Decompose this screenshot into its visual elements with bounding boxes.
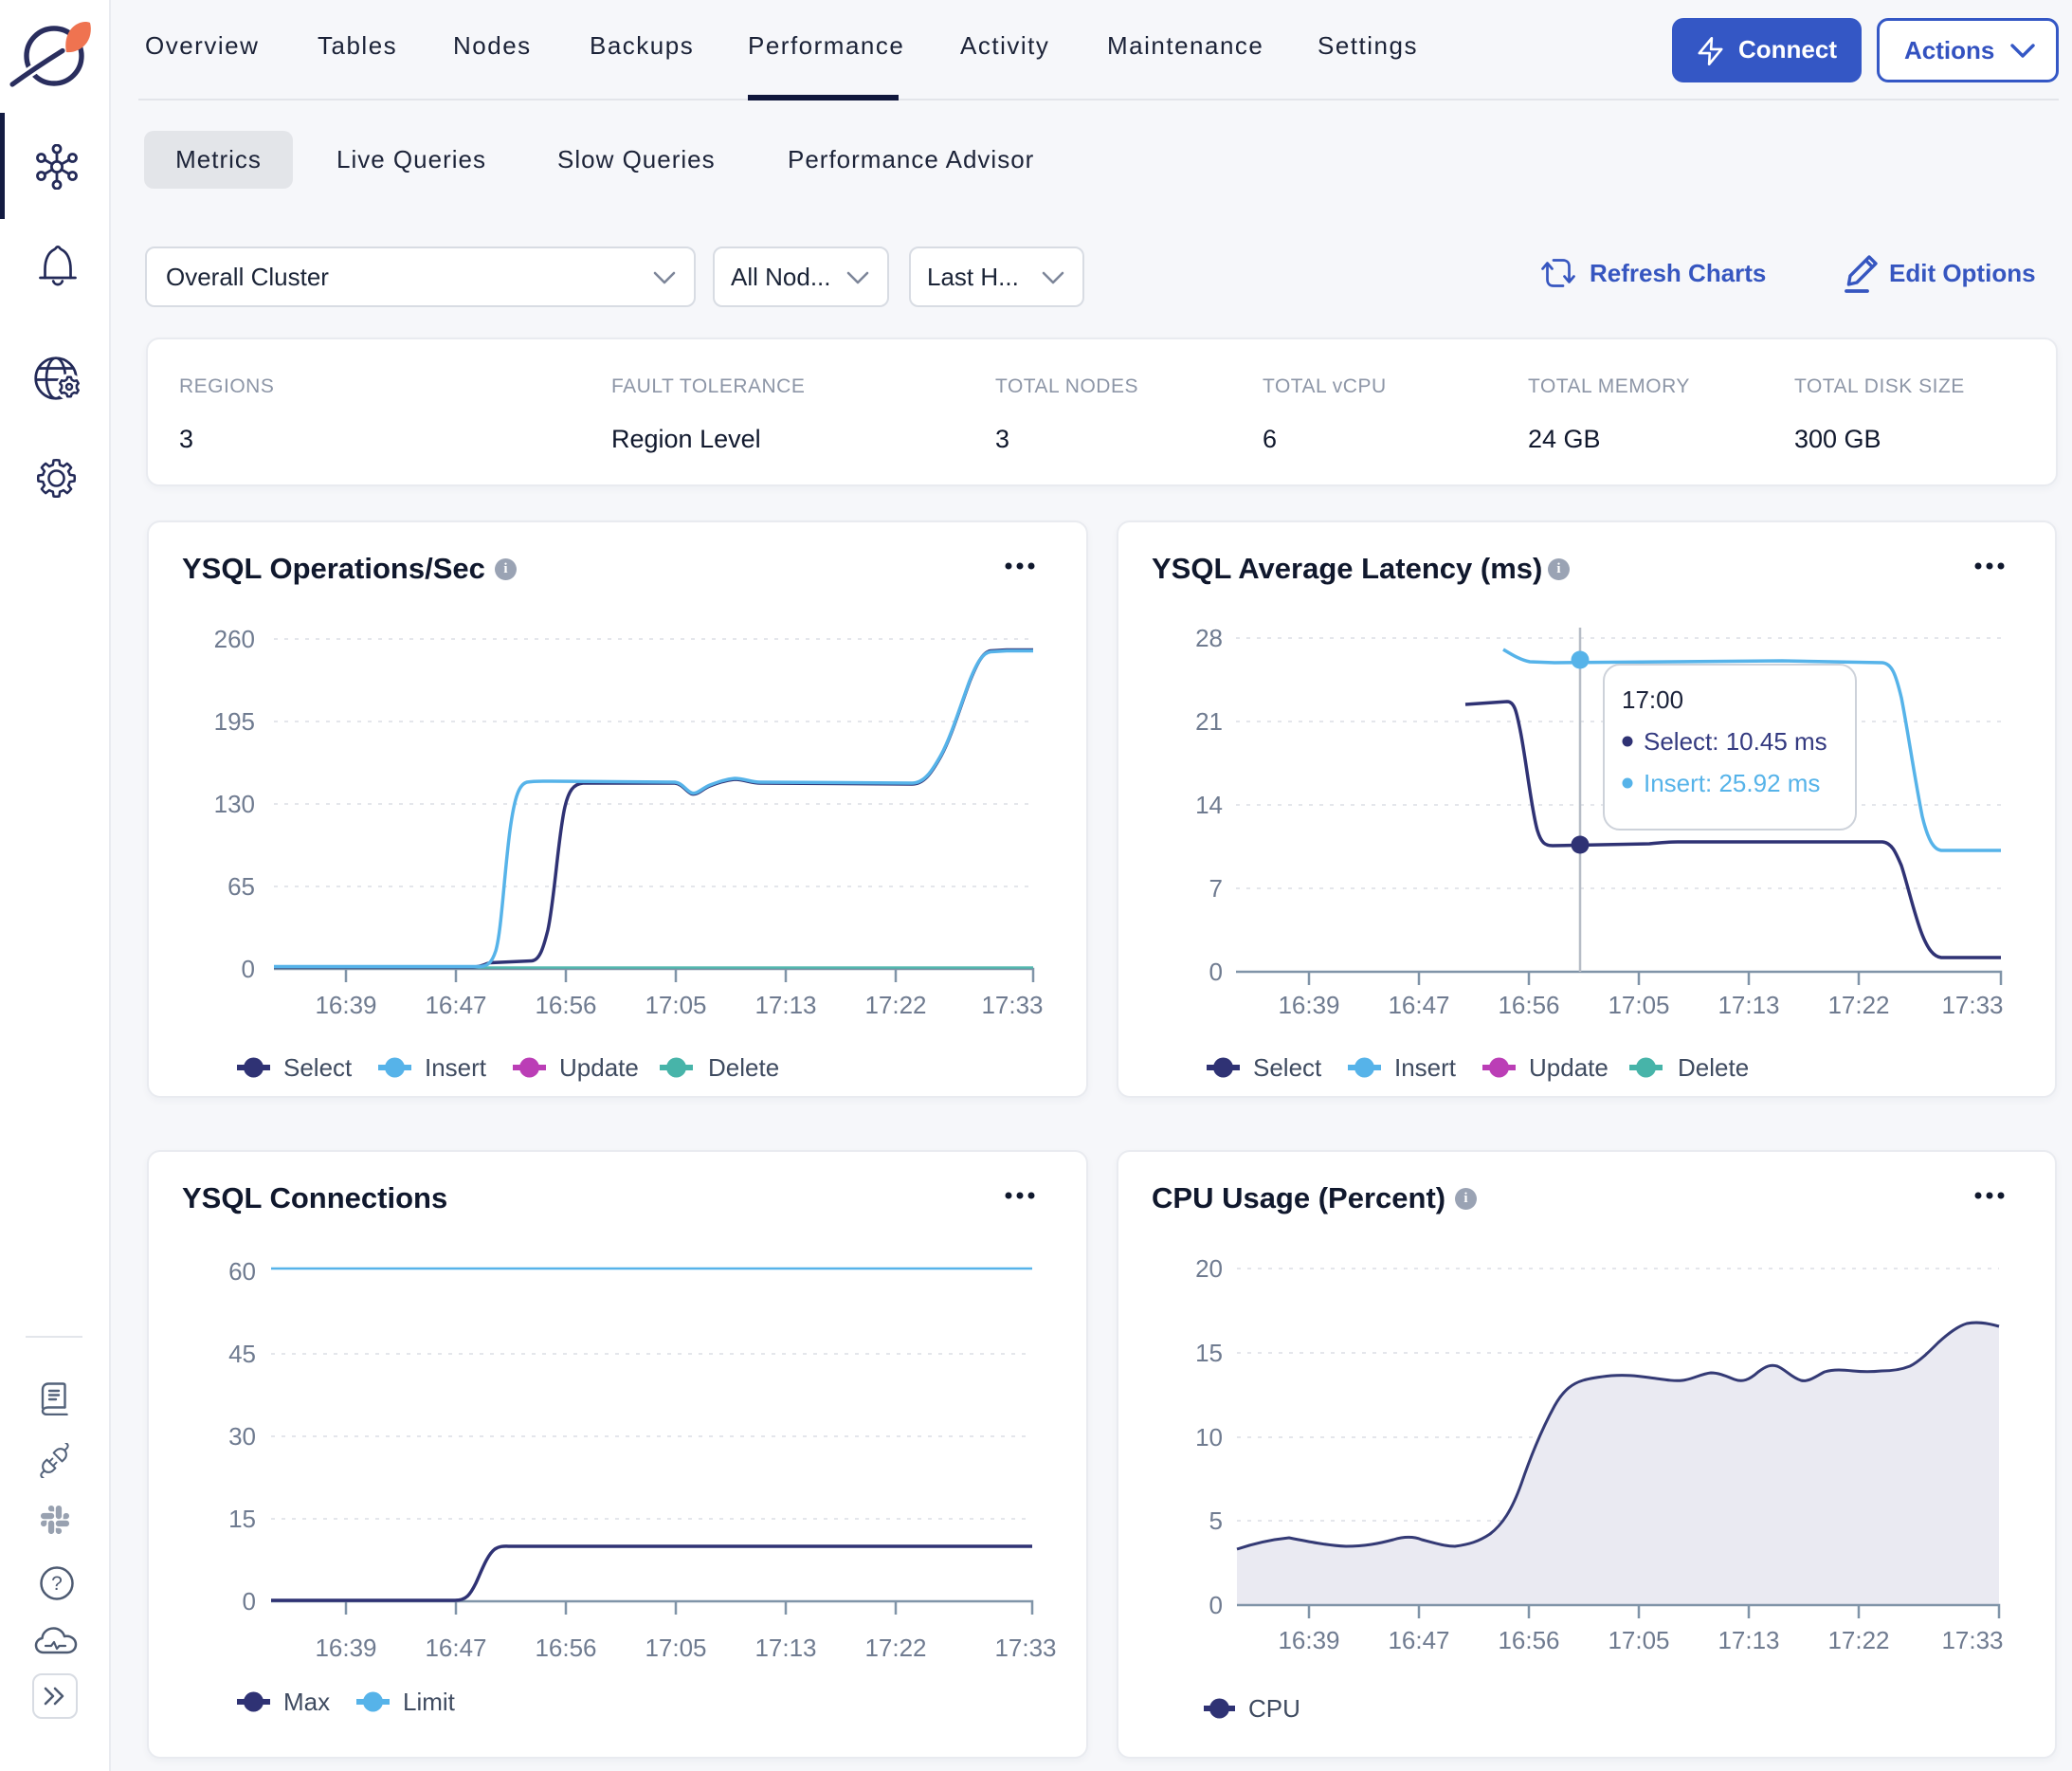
svg-text:Insert: 25.92 ms: Insert: 25.92 ms — [1644, 769, 1820, 797]
svg-text:16:39: 16:39 — [1278, 991, 1339, 1019]
svg-text:Update: Update — [1529, 1053, 1609, 1082]
svg-text:16:39: 16:39 — [315, 991, 376, 1019]
svg-text:16:56: 16:56 — [1498, 1626, 1559, 1654]
svg-text:Update: Update — [559, 1053, 639, 1082]
svg-text:16:47: 16:47 — [1388, 1626, 1449, 1654]
svg-text:17:22: 17:22 — [1827, 991, 1889, 1019]
svg-text:130: 130 — [214, 790, 255, 818]
svg-text:15: 15 — [228, 1505, 256, 1533]
svg-text:16:39: 16:39 — [1278, 1626, 1339, 1654]
svg-text:195: 195 — [214, 707, 255, 736]
svg-text:16:47: 16:47 — [425, 991, 486, 1019]
svg-text:0: 0 — [1209, 958, 1223, 986]
svg-text:14: 14 — [1195, 791, 1223, 819]
svg-text:0: 0 — [1209, 1591, 1223, 1619]
svg-text:17:22: 17:22 — [864, 991, 926, 1019]
svg-text:17:00: 17:00 — [1622, 685, 1683, 714]
svg-text:65: 65 — [227, 872, 255, 901]
svg-text:16:56: 16:56 — [535, 1634, 596, 1662]
svg-text:30: 30 — [228, 1422, 256, 1451]
svg-text:21: 21 — [1195, 707, 1223, 736]
svg-text:5: 5 — [1209, 1506, 1223, 1535]
svg-text:16:47: 16:47 — [1388, 991, 1449, 1019]
svg-text:Insert: Insert — [1394, 1053, 1457, 1082]
svg-text:Select: Select — [283, 1053, 353, 1082]
svg-text:260: 260 — [214, 625, 255, 653]
svg-text:CPU: CPU — [1248, 1694, 1300, 1723]
svg-text:0: 0 — [243, 1587, 256, 1616]
svg-text:17:05: 17:05 — [1608, 991, 1669, 1019]
svg-text:17:33: 17:33 — [981, 991, 1043, 1019]
svg-text:17:22: 17:22 — [1827, 1626, 1889, 1654]
svg-text:17:33: 17:33 — [994, 1634, 1056, 1662]
svg-text:7: 7 — [1209, 874, 1223, 903]
svg-text:45: 45 — [228, 1340, 256, 1368]
svg-text:17:05: 17:05 — [645, 1634, 706, 1662]
svg-text:17:13: 17:13 — [1718, 1626, 1779, 1654]
svg-text:15: 15 — [1195, 1339, 1223, 1367]
svg-text:17:13: 17:13 — [754, 991, 816, 1019]
svg-text:Select: Select — [1253, 1053, 1322, 1082]
svg-text:16:39: 16:39 — [315, 1634, 376, 1662]
svg-text:17:05: 17:05 — [645, 991, 706, 1019]
svg-text:16:47: 16:47 — [425, 1634, 486, 1662]
svg-text:17:22: 17:22 — [864, 1634, 926, 1662]
svg-text:17:05: 17:05 — [1608, 1626, 1669, 1654]
svg-text:17:33: 17:33 — [1941, 991, 2003, 1019]
svg-text:20: 20 — [1195, 1254, 1223, 1283]
svg-text:Limit: Limit — [403, 1688, 456, 1716]
svg-text:Max: Max — [283, 1688, 330, 1716]
svg-text:60: 60 — [228, 1257, 256, 1286]
svg-text:17:33: 17:33 — [1941, 1626, 2003, 1654]
svg-text:0: 0 — [242, 955, 255, 983]
svg-text:28: 28 — [1195, 624, 1223, 652]
svg-text:Delete: Delete — [708, 1053, 779, 1082]
svg-text:17:13: 17:13 — [754, 1634, 816, 1662]
svg-text:16:56: 16:56 — [535, 991, 596, 1019]
svg-text:17:13: 17:13 — [1718, 991, 1779, 1019]
svg-text:16:56: 16:56 — [1498, 991, 1559, 1019]
svg-text:10: 10 — [1195, 1423, 1223, 1451]
svg-text:Select: 10.45 ms: Select: 10.45 ms — [1644, 727, 1827, 756]
svg-text:Delete: Delete — [1678, 1053, 1749, 1082]
svg-text:?: ? — [51, 1573, 63, 1595]
svg-text:Insert: Insert — [425, 1053, 487, 1082]
